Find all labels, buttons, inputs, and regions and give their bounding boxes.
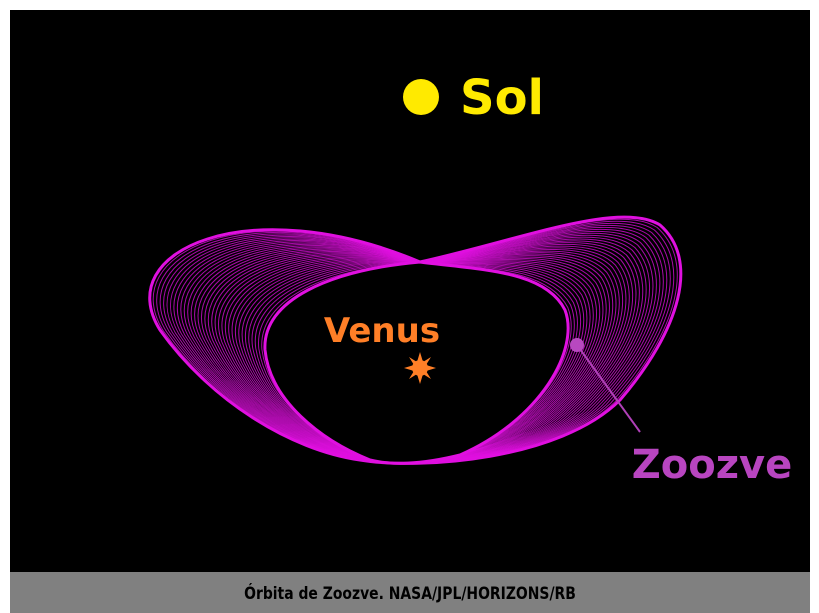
asteroid-dot — [570, 338, 584, 352]
planet-label: Venus — [324, 311, 440, 351]
asteroid-label: Zoozve — [632, 442, 792, 488]
diagram: Sol Venus Zoozve Órbita de Zoozve. NASA/… — [0, 0, 819, 613]
sun-icon — [403, 79, 439, 115]
sun-label: Sol — [460, 70, 544, 126]
page: Sol Venus Zoozve Órbita de Zoozve. NASA/… — [0, 0, 819, 613]
caption: Órbita de Zoozve. NASA/JPL/HORIZONS/RB — [244, 583, 576, 604]
